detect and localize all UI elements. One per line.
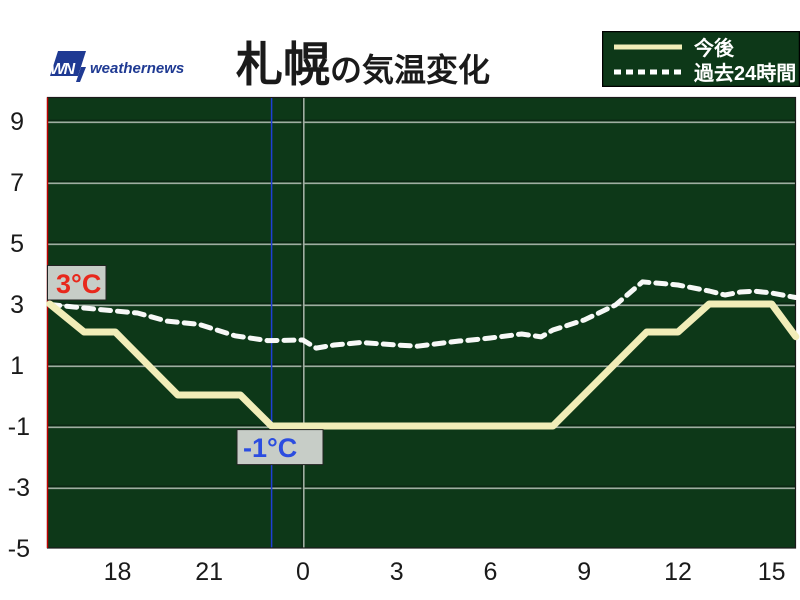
- svg-text:3: 3: [10, 291, 24, 319]
- svg-text:WN: WN: [50, 61, 76, 78]
- svg-text:5: 5: [10, 230, 24, 258]
- svg-text:9: 9: [577, 558, 591, 586]
- svg-text:0: 0: [296, 558, 310, 586]
- svg-text:weathernews: weathernews: [90, 60, 184, 77]
- svg-text:18: 18: [104, 558, 132, 586]
- svg-text:7: 7: [10, 169, 24, 197]
- svg-text:12: 12: [664, 558, 692, 586]
- svg-text:3: 3: [390, 558, 404, 586]
- svg-text:15: 15: [758, 558, 786, 586]
- svg-text:3°C: 3°C: [56, 269, 101, 299]
- svg-text:-1°C: -1°C: [243, 433, 297, 463]
- svg-text:-5: -5: [8, 535, 30, 563]
- svg-text:21: 21: [195, 558, 223, 586]
- svg-text:6: 6: [483, 558, 497, 586]
- svg-text:9: 9: [10, 108, 24, 136]
- svg-text:1: 1: [10, 352, 24, 380]
- svg-text:-3: -3: [8, 474, 30, 502]
- svg-text:今後: 今後: [694, 36, 735, 60]
- svg-text:-1: -1: [8, 413, 30, 441]
- svg-text:過去24時間: 過去24時間: [694, 61, 796, 85]
